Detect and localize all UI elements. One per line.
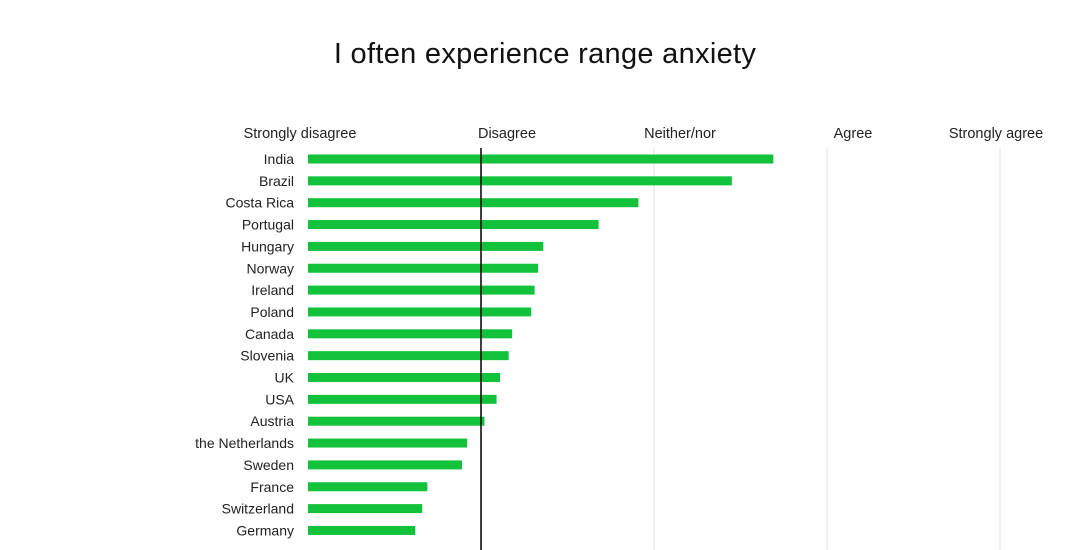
x-tick-label: Agree	[834, 126, 873, 142]
bar	[308, 482, 428, 492]
category-label: Portugal	[242, 217, 294, 233]
category-label: Norway	[247, 260, 294, 276]
bar	[308, 307, 532, 317]
bar	[308, 525, 416, 535]
category-label: Slovenia	[240, 348, 294, 364]
category-label: the Netherlands	[195, 435, 294, 451]
bar	[308, 373, 501, 382]
category-label: UK	[275, 370, 295, 386]
bar	[308, 220, 599, 230]
bar	[308, 351, 509, 361]
bar	[308, 394, 497, 404]
bar	[308, 263, 539, 273]
bar	[308, 504, 423, 514]
bar	[308, 460, 462, 470]
category-label: USA	[265, 391, 294, 407]
bar	[308, 198, 639, 208]
chart-title: I often experience range anxiety	[333, 38, 757, 70]
x-tick-label: Strongly disagree	[244, 126, 357, 142]
category-label: Poland	[250, 304, 294, 320]
x-tick-label: Neither/nor	[644, 126, 716, 142]
bar	[308, 416, 485, 426]
bar	[308, 241, 544, 251]
bar	[308, 438, 468, 448]
bar	[308, 329, 513, 339]
category-label: Switzerland	[222, 501, 294, 517]
category-label: Canada	[245, 326, 294, 342]
category-label: Hungary	[241, 238, 294, 254]
category-label: India	[264, 151, 295, 167]
category-label: Brazil	[259, 173, 294, 189]
bar	[308, 176, 732, 186]
category-label: France	[250, 479, 294, 495]
x-tick-label: Strongly agree	[949, 126, 1043, 142]
x-tick-label: Disagree	[478, 126, 536, 142]
category-label: Sweden	[243, 457, 294, 473]
category-label: Germany	[236, 522, 294, 538]
bar	[308, 154, 774, 164]
bar	[308, 285, 535, 295]
category-label: Ireland	[251, 282, 294, 298]
category-label: Costa Rica	[226, 195, 295, 211]
category-label: Austria	[250, 413, 294, 429]
